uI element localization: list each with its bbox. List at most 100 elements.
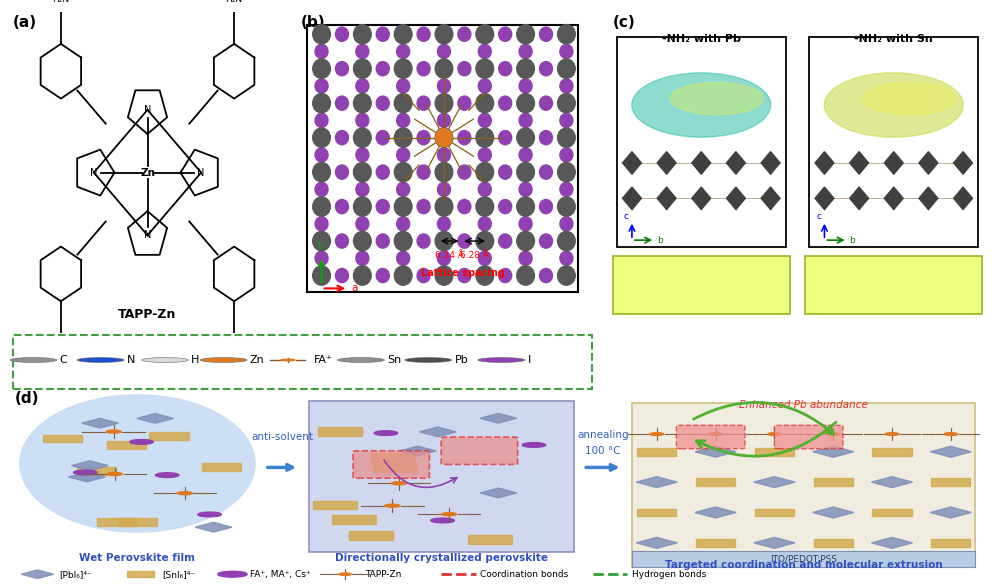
Circle shape (436, 129, 452, 147)
Circle shape (315, 148, 328, 162)
Circle shape (517, 59, 534, 78)
Ellipse shape (863, 82, 956, 115)
Circle shape (437, 79, 450, 93)
Circle shape (417, 234, 430, 248)
Text: FA⁺: FA⁺ (314, 355, 333, 365)
Circle shape (435, 59, 453, 78)
Circle shape (376, 269, 389, 283)
Circle shape (356, 217, 369, 231)
Circle shape (417, 61, 430, 76)
Circle shape (558, 232, 575, 251)
FancyBboxPatch shape (13, 335, 592, 389)
FancyBboxPatch shape (774, 425, 843, 449)
Polygon shape (919, 152, 938, 174)
Polygon shape (930, 507, 971, 518)
FancyBboxPatch shape (468, 535, 512, 543)
Polygon shape (813, 446, 854, 457)
Polygon shape (480, 488, 517, 498)
Circle shape (476, 197, 494, 216)
Circle shape (335, 96, 348, 110)
Circle shape (519, 217, 532, 231)
Circle shape (478, 79, 491, 93)
Circle shape (376, 234, 389, 248)
Circle shape (417, 165, 430, 179)
Circle shape (458, 199, 471, 214)
Circle shape (397, 113, 410, 128)
Polygon shape (726, 187, 745, 209)
Polygon shape (623, 152, 641, 174)
Circle shape (478, 357, 525, 363)
Circle shape (560, 44, 573, 59)
Circle shape (558, 163, 575, 182)
Circle shape (397, 79, 410, 93)
Text: N: N (144, 105, 151, 115)
Circle shape (315, 44, 328, 59)
Circle shape (476, 163, 494, 182)
Circle shape (394, 94, 412, 113)
Circle shape (417, 96, 430, 110)
Circle shape (560, 183, 573, 197)
Circle shape (394, 128, 412, 147)
Text: c: c (816, 212, 821, 221)
Circle shape (313, 128, 330, 147)
Circle shape (540, 199, 552, 214)
Text: Hydrogen bonds: Hydrogen bonds (632, 570, 707, 579)
Polygon shape (884, 187, 903, 209)
Text: N: N (127, 355, 135, 365)
Text: C: C (60, 355, 67, 365)
FancyBboxPatch shape (637, 508, 676, 517)
Circle shape (499, 27, 512, 42)
Ellipse shape (20, 395, 255, 532)
Circle shape (376, 27, 389, 42)
Circle shape (10, 357, 57, 363)
Text: ITO/PEDOT:PSS: ITO/PEDOT:PSS (770, 555, 837, 563)
Circle shape (476, 128, 494, 147)
Circle shape (478, 113, 491, 128)
FancyBboxPatch shape (307, 25, 578, 292)
Circle shape (394, 163, 412, 182)
Circle shape (417, 130, 430, 144)
Circle shape (335, 165, 348, 179)
Circle shape (560, 113, 573, 128)
FancyBboxPatch shape (755, 508, 794, 517)
Circle shape (315, 113, 328, 128)
FancyBboxPatch shape (637, 448, 676, 456)
Text: b: b (849, 236, 855, 245)
FancyBboxPatch shape (77, 467, 116, 475)
Circle shape (519, 148, 532, 162)
Polygon shape (954, 152, 972, 174)
FancyBboxPatch shape (696, 478, 735, 486)
Circle shape (650, 433, 664, 435)
Polygon shape (695, 507, 736, 518)
Polygon shape (657, 152, 676, 174)
Polygon shape (68, 472, 105, 482)
Circle shape (376, 61, 389, 76)
Circle shape (522, 443, 546, 448)
Circle shape (558, 94, 575, 113)
Circle shape (560, 148, 573, 162)
Circle shape (435, 94, 453, 113)
Circle shape (130, 439, 153, 444)
Polygon shape (754, 538, 795, 548)
Circle shape (558, 266, 575, 285)
Circle shape (315, 79, 328, 93)
Circle shape (198, 512, 221, 517)
Polygon shape (82, 418, 118, 428)
Text: N: N (144, 230, 151, 240)
Circle shape (458, 130, 471, 144)
Text: a: a (351, 283, 357, 294)
Polygon shape (930, 446, 971, 457)
Circle shape (354, 266, 371, 285)
Circle shape (540, 61, 552, 76)
Circle shape (106, 430, 121, 433)
Polygon shape (195, 522, 232, 532)
FancyBboxPatch shape (613, 256, 790, 314)
Circle shape (374, 431, 398, 435)
Circle shape (394, 59, 412, 78)
FancyBboxPatch shape (107, 441, 146, 449)
Text: NH₂: NH₂ (226, 342, 243, 350)
FancyBboxPatch shape (149, 432, 189, 439)
Text: Zn: Zn (250, 355, 265, 365)
Circle shape (315, 251, 328, 266)
Circle shape (458, 165, 471, 179)
